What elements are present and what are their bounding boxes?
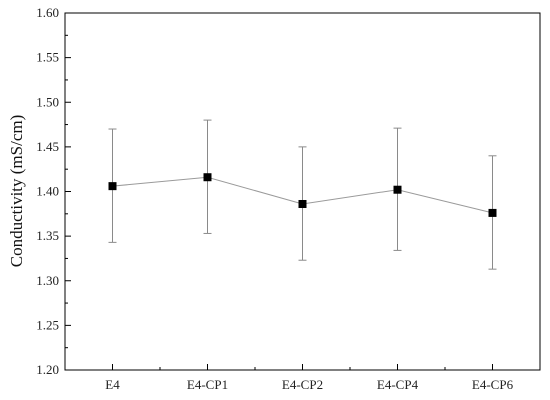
y-tick-label: 1.50 xyxy=(36,94,59,109)
x-tick-label: E4 xyxy=(105,377,120,392)
data-point xyxy=(298,199,307,208)
data-markers xyxy=(108,173,497,217)
data-point xyxy=(488,208,497,217)
data-point xyxy=(393,185,402,194)
y-tick-label: 1.20 xyxy=(36,362,59,377)
y-axis-title: Conductivity (mS/cm) xyxy=(7,115,26,268)
data-point xyxy=(108,182,117,191)
y-tick-label: 1.55 xyxy=(36,50,59,65)
x-tick-label: E4-CP2 xyxy=(282,377,323,392)
y-tick-label: 1.60 xyxy=(36,5,59,20)
data-point xyxy=(203,173,212,182)
y-tick-label: 1.40 xyxy=(36,184,59,199)
y-tick-label: 1.25 xyxy=(36,317,59,332)
x-tick-label: E4-CP6 xyxy=(472,377,514,392)
y-tick-label: 1.45 xyxy=(36,139,59,154)
x-axis: E4 E4-CP1 E4-CP2 E4-CP4 E4-CP6 xyxy=(64,364,541,392)
y-tick-label: 1.30 xyxy=(36,273,59,288)
x-tick-label: E4-CP1 xyxy=(187,377,228,392)
y-tick-label: 1.35 xyxy=(36,228,59,243)
y-axis: 1.20 1.25 1.30 1.35 1.40 1.45 1.50 1.55 1.60 xyxy=(36,5,71,377)
error-bars xyxy=(108,119,497,270)
x-tick-label: E4-CP4 xyxy=(377,377,419,392)
